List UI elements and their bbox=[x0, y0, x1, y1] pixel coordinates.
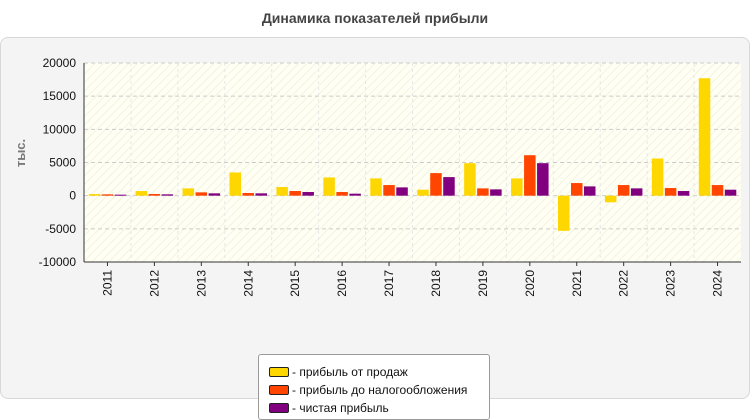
bar-sales-profit bbox=[135, 191, 148, 196]
bar-pretax-profit bbox=[711, 185, 724, 196]
bar-sales-profit bbox=[88, 194, 101, 196]
bar-pretax-profit bbox=[336, 192, 348, 196]
bar-net-profit bbox=[677, 191, 690, 196]
y-tick-label: 5000 bbox=[49, 156, 76, 170]
bar-net-profit bbox=[537, 163, 549, 196]
legend-swatch-net-profit bbox=[269, 403, 289, 413]
bar-pretax-profit bbox=[430, 173, 442, 196]
bar-sales-profit bbox=[604, 195, 617, 203]
x-tick-label: 2017 bbox=[382, 270, 396, 297]
bar-pretax-profit bbox=[101, 194, 114, 196]
bar-pretax-profit bbox=[477, 188, 489, 196]
chart-panel: 20000 15000 10000 5000 0 -5000 -10000 2011 2012 2… bbox=[0, 37, 750, 420]
x-tick-label: 2016 bbox=[335, 270, 349, 297]
legend-label-net-profit: - чистая прибыль bbox=[292, 401, 389, 415]
bar-sales-profit bbox=[698, 78, 711, 196]
x-tick-label: 2020 bbox=[523, 270, 537, 297]
bar-net-profit bbox=[584, 186, 596, 196]
bar-pretax-profit bbox=[571, 183, 583, 196]
x-tick-label: 2024 bbox=[711, 270, 725, 297]
bar-sales-profit bbox=[182, 188, 195, 196]
legend-item-sales-profit: - прибыль от продаж bbox=[269, 363, 489, 381]
bar-sales-profit bbox=[651, 158, 664, 196]
bar-net-profit bbox=[114, 194, 127, 196]
bar-pretax-profit bbox=[242, 193, 254, 196]
bar-sales-profit bbox=[323, 177, 335, 196]
bar-net-profit bbox=[724, 189, 737, 196]
bar-net-profit bbox=[161, 194, 174, 196]
bar-pretax-profit bbox=[195, 192, 208, 196]
bar-sales-profit bbox=[464, 163, 476, 196]
bar-net-profit bbox=[490, 189, 502, 196]
x-tick-label: 2019 bbox=[476, 270, 490, 297]
bar-net-profit bbox=[349, 193, 361, 196]
bar-sales-profit bbox=[558, 195, 570, 231]
legend: - прибыль от продаж - прибыль до налогоо… bbox=[258, 354, 490, 420]
x-tick-label: 2021 bbox=[570, 270, 584, 297]
bar-net-profit bbox=[302, 192, 314, 196]
bar-sales-profit bbox=[370, 178, 382, 196]
bar-pretax-profit bbox=[617, 185, 630, 196]
legend-item-net-profit: - чистая прибыль bbox=[269, 399, 489, 417]
legend-label-pretax-profit: - прибыль до налогообложения bbox=[292, 383, 468, 397]
y-tick-label: -10000 bbox=[39, 255, 77, 269]
x-tick-label: 2012 bbox=[147, 270, 161, 297]
bar-sales-profit bbox=[276, 187, 288, 196]
y-tick-label: 20000 bbox=[43, 56, 77, 70]
bar-net-profit bbox=[443, 177, 455, 196]
x-tick-label: 2013 bbox=[194, 270, 208, 297]
bar-pretax-profit bbox=[383, 185, 395, 196]
x-tick-label: 2011 bbox=[100, 270, 114, 296]
legend-swatch-pretax-profit bbox=[269, 385, 289, 395]
bar-sales-profit bbox=[511, 178, 523, 196]
legend-item-pretax-profit: - прибыль до налогообложения bbox=[269, 381, 489, 399]
y-tick-label: -5000 bbox=[45, 222, 76, 236]
bar-net-profit bbox=[255, 193, 267, 196]
x-tick-label: 2022 bbox=[617, 270, 631, 297]
x-tick-label: 2015 bbox=[288, 270, 302, 297]
bar-sales-profit bbox=[229, 172, 241, 196]
chart-svg: 20000 15000 10000 5000 0 -5000 -10000 2011 2012 2… bbox=[13, 56, 741, 297]
y-tick-label: 0 bbox=[69, 189, 76, 203]
y-axis-title: тыс. bbox=[13, 139, 28, 167]
bar-pretax-profit bbox=[664, 188, 677, 196]
x-tick-label: 2023 bbox=[664, 270, 678, 297]
bar-pretax-profit bbox=[289, 191, 301, 196]
legend-swatch-sales-profit bbox=[269, 367, 289, 377]
y-tick-label: 10000 bbox=[43, 122, 77, 136]
bar-net-profit bbox=[630, 188, 643, 196]
bar-net-profit bbox=[208, 193, 221, 196]
x-tick-label: 2014 bbox=[241, 270, 255, 297]
bar-net-profit bbox=[396, 187, 408, 196]
x-tick-label: 2018 bbox=[429, 270, 443, 297]
bar-pretax-profit bbox=[148, 194, 161, 196]
bar-sales-profit bbox=[417, 189, 429, 196]
legend-label-sales-profit: - прибыль от продаж bbox=[292, 365, 408, 379]
chart-title: Динамика показателей прибыли bbox=[261, 10, 489, 26]
bar-pretax-profit bbox=[524, 155, 536, 196]
y-tick-label: 15000 bbox=[43, 89, 77, 103]
